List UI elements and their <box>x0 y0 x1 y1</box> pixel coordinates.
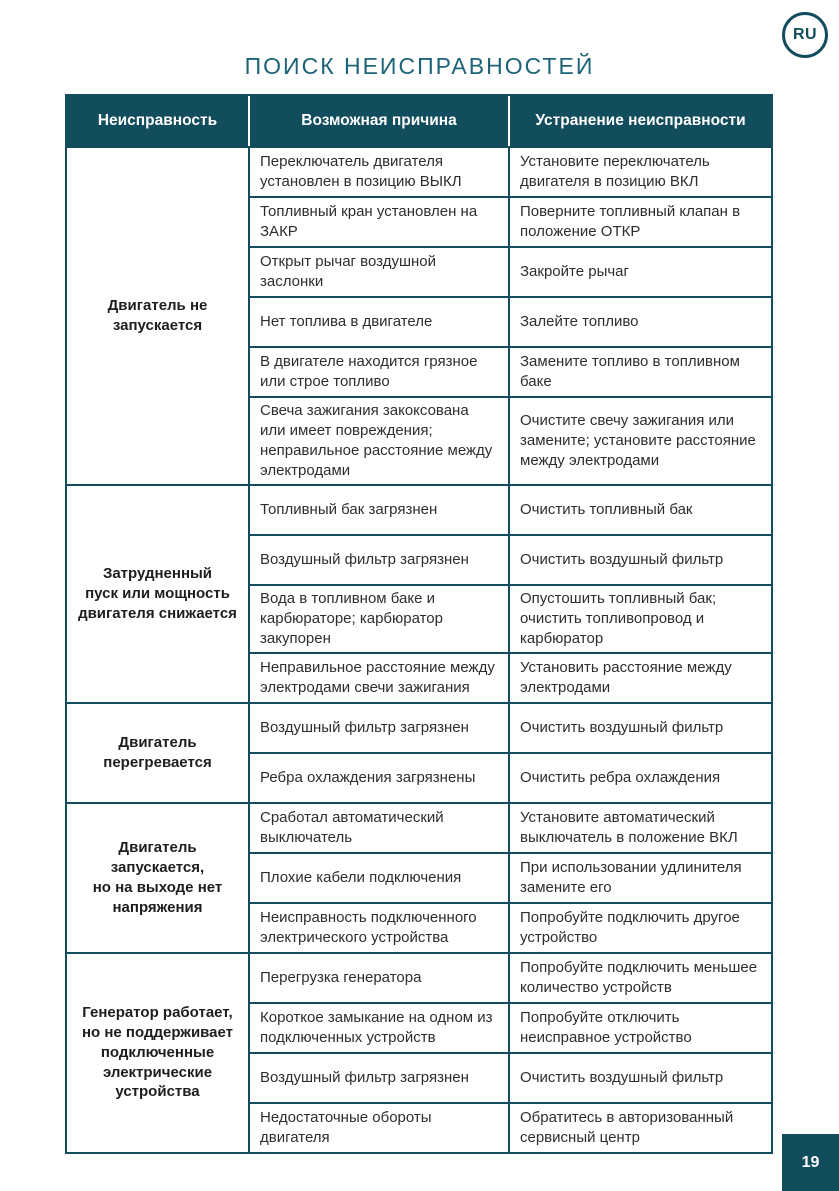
troubleshooting-table: Неисправность Возможная причина Устранение… <box>65 94 773 1154</box>
table-row: В двигателе находится грязное или строе … <box>66 346 773 398</box>
table-row: Двигатель запускается, но на выходе нет … <box>65 801 773 954</box>
remedy-cell: Установите переключатель двигателя в поз… <box>508 146 773 198</box>
table-row: Воздушный фильтр загрязнен Очистить возду… <box>66 533 773 586</box>
fault-cell: Генератор работает, но не поддерживает п… <box>65 951 250 1154</box>
column-header: Неисправность <box>65 94 249 148</box>
remedy-cell: Очистить топливный бак <box>508 483 773 536</box>
cause-cell: Недостаточные обороты двигателя <box>248 1101 510 1154</box>
cause-cell: В двигателе находится грязное или строе … <box>248 346 510 398</box>
table-row: Нет топлива в двигателе Залейте топливо <box>66 296 773 348</box>
remedy-cell: При использовании удлинителя замените ег… <box>508 851 773 904</box>
page-number-badge: 19 <box>782 1134 839 1191</box>
remedy-cell: Очистить воздушный фильтр <box>508 1051 773 1104</box>
cause-cell: Открыт рычаг воздушной заслонки <box>248 246 510 298</box>
remedy-cell: Замените топливо в топливном баке <box>508 346 773 398</box>
table-row: Короткое замыкание на одном из подключен… <box>66 1001 773 1054</box>
table-row: Воздушный фильтр загрязнен Очистить возду… <box>66 1051 773 1104</box>
remedy-cell: Очистить воздушный фильтр <box>508 701 773 754</box>
remedy-cell: Обратитесь в авторизованный сервисный це… <box>508 1101 773 1154</box>
remedy-cell: Закройте рычаг <box>508 246 773 298</box>
remedy-cell: Опустошить топливный бак; очистить топли… <box>508 583 773 654</box>
cause-cell: Топливный кран установлен на ЗАКР <box>248 196 510 248</box>
cause-cell: Неправильное расстояние между электродам… <box>248 651 510 704</box>
remedy-cell: Попробуйте отключить неисправное устройс… <box>508 1001 773 1054</box>
fault-cell: Двигатель перегревается <box>65 701 250 804</box>
remedy-cell: Очистите свечу зажигания или замените; у… <box>508 396 773 486</box>
cause-cell: Сработал автоматический выключатель <box>248 801 510 854</box>
remedy-cell: Очистить ребра охлаждения <box>508 751 773 804</box>
cause-cell: Вода в топливном баке и карбюраторе; кар… <box>248 583 510 654</box>
table-body: Двигатель не запускается Переключатель дв… <box>65 146 773 1154</box>
table-row: Топливный кран установлен на ЗАКР Поверни… <box>66 196 773 248</box>
table-row: Двигатель не запускается Переключатель дв… <box>65 146 773 486</box>
fault-cell: Двигатель не запускается <box>65 146 250 486</box>
language-badge: RU <box>782 12 828 58</box>
cause-cell: Свеча зажигания закоксована или имеет по… <box>248 396 510 486</box>
cause-cell: Переключатель двигателя установлен в поз… <box>248 146 510 198</box>
remedy-cell: Очистить воздушный фильтр <box>508 533 773 586</box>
cause-cell: Плохие кабели подключения <box>248 851 510 904</box>
cause-cell: Воздушный фильтр загрязнен <box>248 701 510 754</box>
column-header: Устранение неисправности <box>508 94 773 148</box>
table-header-row: Неисправность Возможная причина Устранение… <box>65 94 773 148</box>
table-row: Затрудненный пуск или мощность двигателя… <box>65 483 773 704</box>
language-badge-label: RU <box>792 26 818 43</box>
table-row: Генератор работает, но не поддерживает п… <box>65 951 773 1154</box>
page-number-label: 19 <box>801 1153 820 1171</box>
cause-cell: Перегрузка генератора <box>248 951 510 1004</box>
cause-cell: Короткое замыкание на одном из подключен… <box>248 1001 510 1054</box>
table-row: Неправильное расстояние между электродам… <box>66 651 773 704</box>
cause-cell: Ребра охлаждения загрязнены <box>248 751 510 804</box>
cause-cell: Топливный бак загрязнен <box>248 483 510 536</box>
cause-cell: Воздушный фильтр загрязнен <box>248 533 510 586</box>
table-row: Неисправность подключенного электрическо… <box>66 901 773 954</box>
column-header: Возможная причина <box>248 94 509 148</box>
table-row: Двигатель перегревается Воздушный фильтр … <box>65 701 773 804</box>
table-row: Открыт рычаг воздушной заслонки Закройте … <box>66 246 773 298</box>
cause-cell: Воздушный фильтр загрязнен <box>248 1051 510 1104</box>
cause-cell: Нет топлива в двигателе <box>248 296 510 348</box>
remedy-cell: Установить расстояние между электродами <box>508 651 773 704</box>
remedy-cell: Залейте топливо <box>508 296 773 348</box>
remedy-cell: Поверните топливный клапан в положение О… <box>508 196 773 248</box>
table-row: Вода в топливном баке и карбюраторе; кар… <box>66 583 773 654</box>
cause-cell: Неисправность подключенного электрическо… <box>248 901 510 954</box>
page-title: ПОИСК НЕИСПРАВНОСТЕЙ <box>244 53 595 79</box>
table-row: Плохие кабели подключения При использован… <box>66 851 773 904</box>
fault-cell: Двигатель запускается, но на выходе нет … <box>65 801 250 954</box>
table-row: Свеча зажигания закоксована или имеет по… <box>66 396 773 486</box>
remedy-cell: Установите автоматический выключатель в … <box>508 801 773 854</box>
table-row: Ребра охлаждения загрязнены Очистить ребр… <box>66 751 773 804</box>
remedy-cell: Попробуйте подключить меньшее количество… <box>508 951 773 1004</box>
remedy-cell: Попробуйте подключить другое устройство <box>508 901 773 954</box>
fault-cell: Затрудненный пуск или мощность двигателя… <box>65 483 250 704</box>
table-row: Недостаточные обороты двигателя Обратитес… <box>66 1101 773 1154</box>
